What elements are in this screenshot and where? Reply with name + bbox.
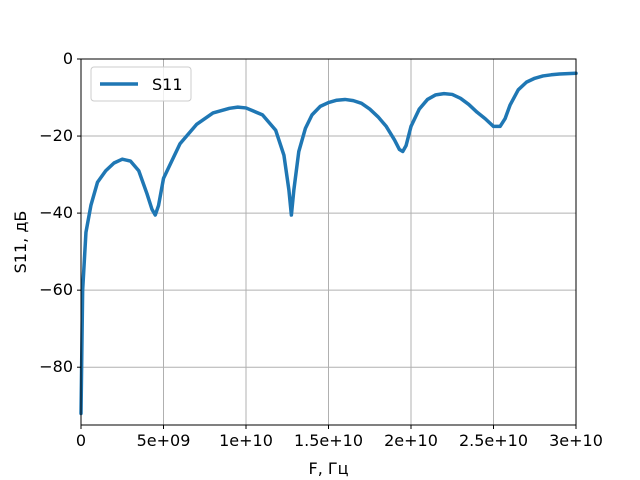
y-axis-ticks: 0 −20 −40 −60 −80 (39, 49, 81, 376)
x-tick-label: 5e+09 (137, 431, 191, 450)
legend-box (90, 66, 192, 102)
x-tick-label: 1e+10 (219, 431, 273, 450)
y-tick-label: −40 (39, 203, 73, 222)
y-tick-label: −20 (39, 126, 73, 145)
x-tick-label: 1.5e+10 (294, 431, 363, 450)
y-tick-label: 0 (63, 49, 73, 68)
x-tick-label: 3e+10 (549, 431, 603, 450)
grid-lines (80, 58, 577, 425)
x-axis-ticks: 0 5e+09 1e+10 1.5e+10 2e+10 2.5e+10 3e+10 (76, 425, 603, 450)
legend-label-s11: S11 (152, 75, 183, 94)
y-tick-label: −60 (39, 280, 73, 299)
y-tick-label: −80 (39, 357, 73, 376)
x-tick-label: 2.5e+10 (459, 431, 528, 450)
x-tick-label: 2e+10 (384, 431, 438, 450)
series-line-s11 (79, 71, 578, 416)
y-axis-label: S11, дБ (11, 211, 30, 274)
x-axis-label: F, Гц (308, 459, 348, 478)
legend: S11 (90, 66, 192, 102)
series-layer (79, 71, 578, 416)
x-tick-label: 0 (76, 431, 86, 450)
